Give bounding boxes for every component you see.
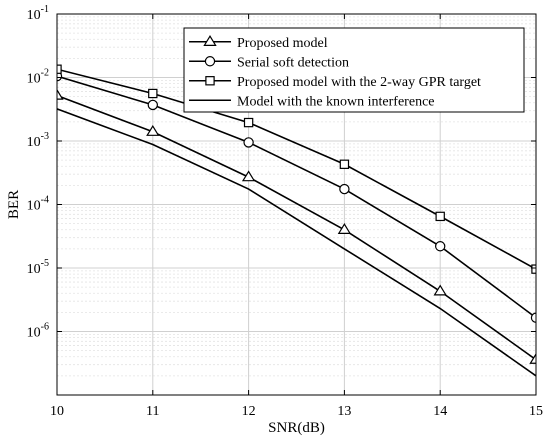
x-tick-label: 13 <box>337 404 351 419</box>
x-tick-label: 10 <box>50 404 64 419</box>
circle-marker <box>435 241 446 252</box>
x-axis-label: SNR(dB) <box>268 420 325 436</box>
triangle-marker <box>529 352 536 364</box>
x-tick-label: 11 <box>146 404 159 419</box>
y-tick-label: 10-4 <box>27 195 49 214</box>
x-tick-label: 14 <box>433 404 447 419</box>
triangle-marker <box>57 88 64 100</box>
legend-entry: Proposed model with the 2-way GPR target <box>237 75 481 90</box>
legend-entry: Serial soft detection <box>237 55 349 70</box>
circle-marker <box>339 183 350 195</box>
series-line-4 <box>57 108 536 377</box>
circle-marker <box>243 137 254 148</box>
y-tick-label: 10-3 <box>27 131 49 150</box>
y-axis-label: BER <box>6 190 22 219</box>
triangle-marker <box>203 34 217 46</box>
triangle-marker <box>433 284 447 296</box>
square-marker <box>531 264 536 274</box>
legend-entry: Model with the known interference <box>237 94 435 109</box>
square-marker <box>205 76 215 86</box>
series-line-2 <box>57 75 536 319</box>
square-marker <box>148 88 158 99</box>
circle-marker <box>530 312 536 323</box>
y-tick-label: 10-1 <box>27 4 49 23</box>
y-tick-label: 10-6 <box>27 322 49 341</box>
square-marker <box>339 159 350 169</box>
circle-marker <box>204 56 216 67</box>
triangle-marker <box>241 170 256 182</box>
triangle-marker <box>146 124 160 136</box>
square-marker <box>243 117 254 128</box>
plot-area <box>57 64 536 377</box>
square-marker <box>435 211 445 222</box>
circle-marker <box>147 99 158 111</box>
series-line-1 <box>57 94 536 361</box>
legend: Proposed model Serial soft detection Propo… <box>183 27 525 113</box>
legend-box <box>183 27 525 113</box>
ticks: 10 11 12 13 14 15 10-6 10-5 10-4 10-3 10-2 10-1 <box>27 4 543 419</box>
series-line-3 <box>57 68 536 270</box>
legend-entry: Proposed model <box>237 36 328 51</box>
y-tick-label: 10-5 <box>27 258 49 277</box>
x-tick-label: 15 <box>529 404 543 419</box>
x-tick-label: 12 <box>242 404 256 419</box>
y-tick-label: 10-2 <box>27 68 49 87</box>
triangle-marker <box>337 223 352 234</box>
